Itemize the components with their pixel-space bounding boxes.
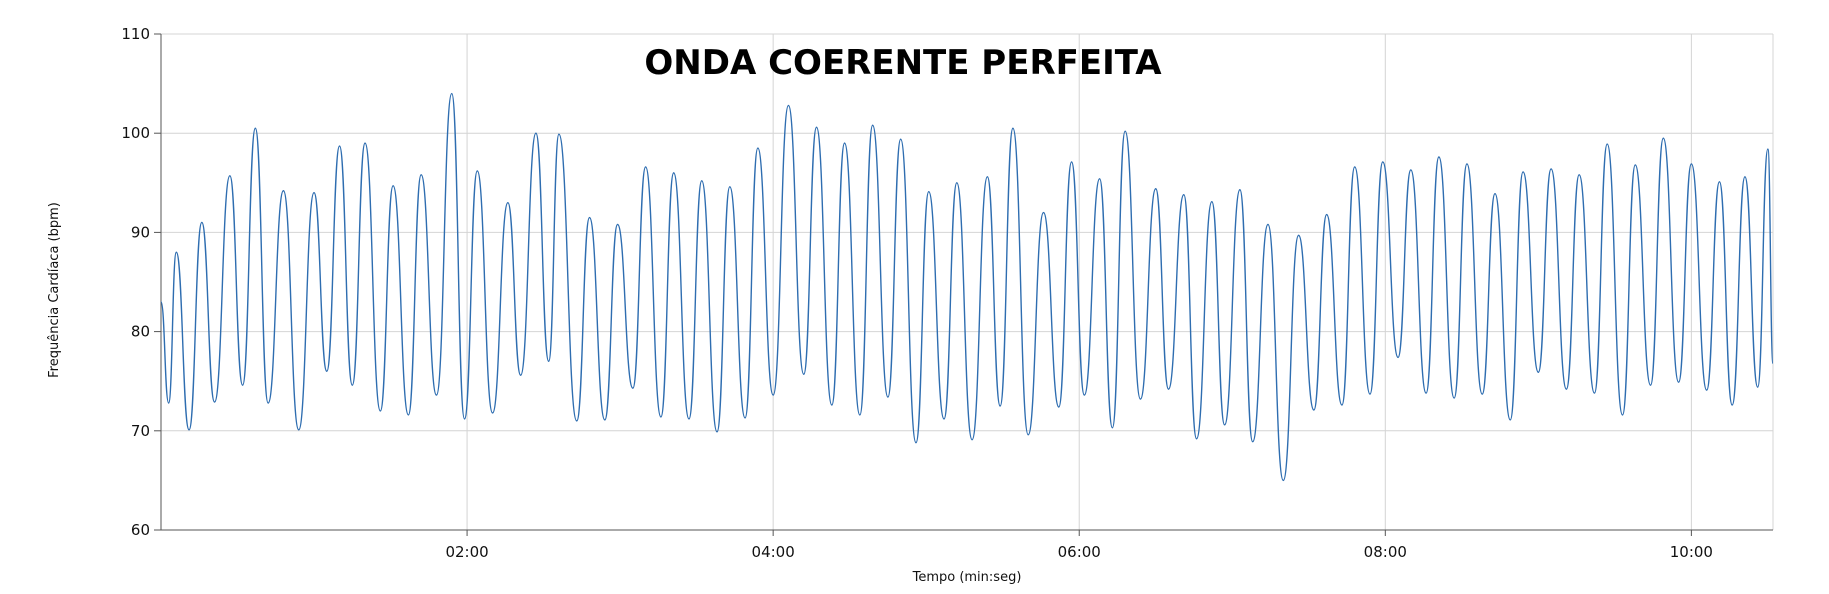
x-tick-label: 04:00 bbox=[752, 543, 795, 561]
y-tick-label: 70 bbox=[131, 422, 150, 440]
series-layer bbox=[160, 92, 1774, 482]
y-axis-title: Frequência Cardíaca (bpm) bbox=[47, 202, 62, 378]
y-tick-label: 60 bbox=[131, 521, 150, 539]
chart-title: ONDA COERENTE PERFEITA bbox=[644, 43, 1162, 83]
series-line bbox=[160, 92, 1774, 482]
x-tick-label: 06:00 bbox=[1058, 543, 1101, 561]
y-tick-label: 100 bbox=[121, 124, 150, 142]
gridlines bbox=[161, 33, 1774, 531]
y-tick-label: 110 bbox=[121, 25, 150, 43]
y-tick-label: 80 bbox=[131, 323, 150, 341]
tick-labels: 60 70 80 90 100 110 02:00 04:00 06:00 08:00 10:00 bbox=[121, 25, 1713, 561]
x-axis-title: Tempo (min:seg) bbox=[912, 570, 1022, 585]
x-tick-label: 02:00 bbox=[445, 543, 488, 561]
x-tick-label: 10:00 bbox=[1670, 543, 1713, 561]
axes bbox=[154, 33, 1773, 536]
x-tick-label: 08:00 bbox=[1364, 543, 1407, 561]
y-tick-label: 90 bbox=[131, 223, 150, 241]
